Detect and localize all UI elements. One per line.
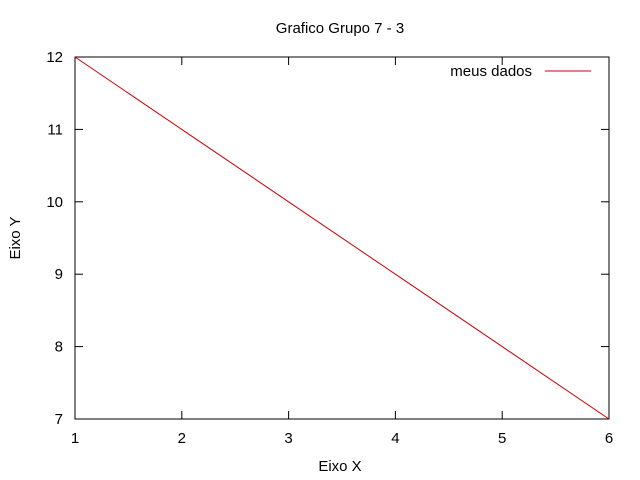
y-tick-label: 8: [55, 339, 63, 356]
chart-title: Grafico Grupo 7 - 3: [276, 20, 404, 37]
x-axis: 1 2 3 4 5 6: [71, 57, 613, 447]
y-axis: 7 8 9 10 11 12: [46, 49, 609, 428]
y-tick-label: 12: [46, 49, 63, 66]
series-line: [74, 56, 610, 420]
y-axis-label: Eixo Y: [7, 216, 24, 259]
y-tick-label: 11: [47, 121, 63, 138]
x-tick-label: 6: [605, 430, 613, 447]
series-layer: [74, 56, 610, 420]
x-tick-label: 4: [391, 430, 399, 447]
legend: meus dados: [450, 63, 591, 80]
x-axis-label: Eixo X: [318, 458, 361, 475]
legend-label: meus dados: [450, 63, 532, 80]
y-tick-label: 10: [46, 194, 63, 211]
y-tick-label: 9: [55, 266, 63, 283]
y-tick-label: 7: [55, 411, 63, 428]
x-tick-label: 2: [178, 430, 186, 447]
plot-frame: [74, 56, 610, 420]
x-tick-label: 1: [71, 430, 79, 447]
x-tick-label: 3: [284, 430, 292, 447]
x-tick-label: 5: [498, 430, 506, 447]
